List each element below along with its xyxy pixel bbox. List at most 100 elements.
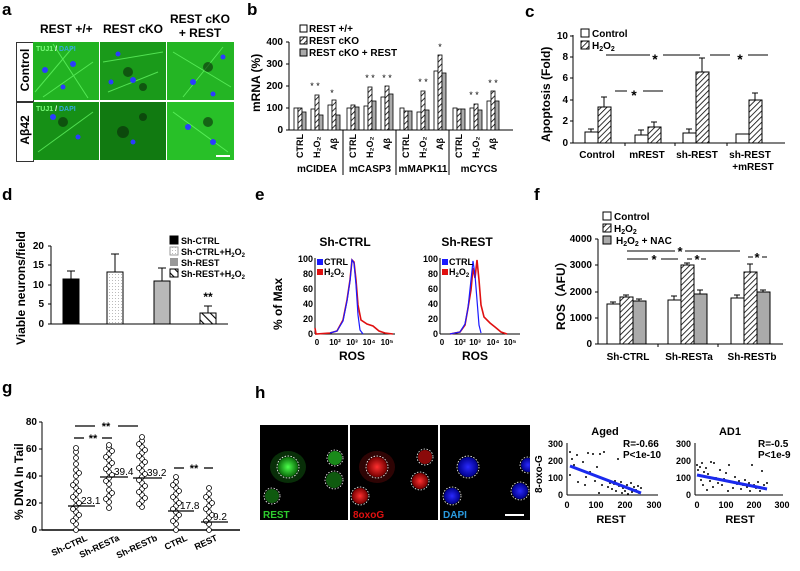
svg-text:0: 0 [315, 338, 320, 347]
x-label-sh-rest: sh-REST [676, 150, 718, 161]
svg-text:*: * [694, 252, 700, 267]
mean-sh-resta: 39.4 [114, 467, 134, 478]
svg-text:4000: 4000 [570, 234, 593, 245]
svg-text:100: 100 [548, 473, 563, 483]
svg-text:100: 100 [718, 500, 733, 510]
svg-text:Aβ: Aβ [435, 138, 445, 150]
svg-text:100: 100 [676, 473, 691, 483]
svg-text:10³: 10³ [469, 338, 481, 347]
svg-text:300: 300 [676, 439, 691, 449]
svg-text:8: 8 [562, 52, 568, 63]
legend-ctrl-2: CTRL [449, 257, 473, 267]
panel-label-e: e [255, 185, 265, 204]
svg-text:10²: 10² [329, 338, 341, 347]
x-label-sh-rest-mrest-2: +mREST [732, 162, 773, 173]
col-header-line1: REST cKO [170, 12, 231, 26]
svg-text:3000: 3000 [570, 260, 593, 271]
panel-e: e % of Max Sh-CTRL 0 20 40 60 80 100 CTRL H2O… [255, 180, 520, 370]
legend-h2o2: H2O2 [324, 267, 345, 279]
x-label-sh-resta: Sh-RESTa [665, 352, 713, 363]
stat-r-ad1: R=-0.5 [758, 439, 789, 450]
legend-rest-wt: REST +/+ [309, 24, 353, 35]
svg-text:10³: 10³ [346, 338, 358, 347]
mean-sh-ctrl: 23.1 [81, 496, 101, 507]
svg-text:60: 60 [26, 444, 38, 455]
svg-text:0: 0 [558, 490, 563, 500]
svg-text:CTRL: CTRL [401, 134, 411, 158]
svg-text:20: 20 [33, 241, 45, 252]
svg-text:0: 0 [686, 490, 691, 500]
x-axis-label-2: ROS [462, 349, 488, 363]
svg-text:10⁵: 10⁵ [381, 338, 394, 347]
svg-text:2000: 2000 [570, 287, 593, 298]
x-axis-label: REST [596, 514, 626, 526]
svg-text:0: 0 [308, 329, 313, 339]
data-points [70, 434, 215, 533]
group-mcasp3: mCASP3 [349, 164, 392, 175]
legend-rest-cko: REST cKO [309, 36, 359, 47]
svg-text:40: 40 [303, 299, 313, 309]
svg-text:100: 100 [298, 254, 313, 264]
panel-label-f: f [534, 185, 540, 204]
y-axis-label: % of Max [271, 278, 285, 330]
chart-c-apoptosis: Apoptosis (Fold) Control H2O2 0 2 4 6 8 10 [539, 28, 785, 173]
legend-sh-ctrl: Sh-CTRL [181, 236, 220, 246]
svg-text:0: 0 [433, 329, 438, 339]
stain-label-bottom: TUJ1 / DAPI [36, 106, 76, 113]
svg-text:300: 300 [266, 59, 283, 70]
svg-text:60: 60 [428, 284, 438, 294]
svg-text:*: * [737, 51, 743, 67]
svg-text:200: 200 [746, 500, 761, 510]
channel-label-8oxog: 8oxoG [353, 510, 384, 521]
svg-text:Aβ: Aβ [329, 138, 339, 150]
svg-text:300: 300 [646, 500, 661, 510]
col-header-line2: + REST [178, 26, 222, 40]
svg-text:*: * [677, 244, 683, 259]
svg-text:0: 0 [586, 339, 592, 350]
legend-sh-rest: Sh-REST [181, 258, 220, 268]
svg-text:200: 200 [548, 456, 563, 466]
legend-rest-cko-rest: REST cKO + REST [309, 48, 397, 59]
svg-text:200: 200 [266, 81, 283, 92]
col-header-rest-cko: REST cKO [103, 22, 164, 36]
legend-h2o2-nac: H2O2 + NAC [616, 236, 672, 248]
stat-p-ad1: P<1e-9 [758, 450, 791, 461]
svg-text:*: * [651, 252, 657, 267]
svg-text:0: 0 [31, 525, 37, 536]
svg-text:300: 300 [774, 500, 789, 510]
legend-sh-rest-h2o2: Sh-REST+H2O2 [181, 269, 246, 281]
svg-text:100: 100 [588, 500, 603, 510]
significance-marks: * * * [631, 51, 743, 103]
x-label-mrest: mREST [629, 150, 665, 161]
y-axis-label: % DNA In Tail [12, 443, 26, 520]
panel-label-h: h [255, 383, 266, 402]
group-mmapk11: mMAPK11 [399, 164, 448, 175]
svg-text:100: 100 [266, 103, 283, 114]
svg-text:CTRL: CTRL [454, 134, 464, 158]
svg-text:0: 0 [562, 138, 568, 149]
x-label-sh-rest-mrest: sh-REST [729, 150, 771, 161]
svg-text:400: 400 [266, 37, 283, 48]
svg-text:* *: * * [365, 73, 375, 83]
svg-text:1000: 1000 [570, 313, 593, 324]
y-axis-label: 8-oxo-G [534, 455, 545, 493]
col-header-rest-cko-rest: REST cKO + REST [170, 12, 230, 40]
svg-text:80: 80 [428, 269, 438, 279]
svg-text:CTRL: CTRL [348, 134, 358, 158]
legend-h2o2-2: H2O2 [449, 267, 470, 279]
svg-text:10⁵: 10⁵ [504, 338, 517, 347]
chart-b-mrna: REST +/+ REST cKO REST cKO + REST mRNA (… [249, 24, 513, 175]
panel-label-c: c [525, 2, 535, 21]
row-header-abeta42: Aβ42 [16, 102, 34, 162]
scatter-title-aged: Aged [591, 426, 619, 438]
stat-r-aged: R=-0.66 [623, 439, 659, 450]
panel-label-b: b [247, 0, 258, 19]
svg-text:**: ** [102, 421, 111, 433]
scatter-title-ad1: AD1 [719, 426, 741, 438]
legend-h2o2: H2O2 [592, 41, 615, 53]
svg-text:60: 60 [303, 284, 313, 294]
svg-text:H₂O₂: H₂O₂ [365, 137, 375, 159]
svg-text:**: ** [190, 463, 199, 475]
svg-text:40: 40 [26, 471, 38, 482]
